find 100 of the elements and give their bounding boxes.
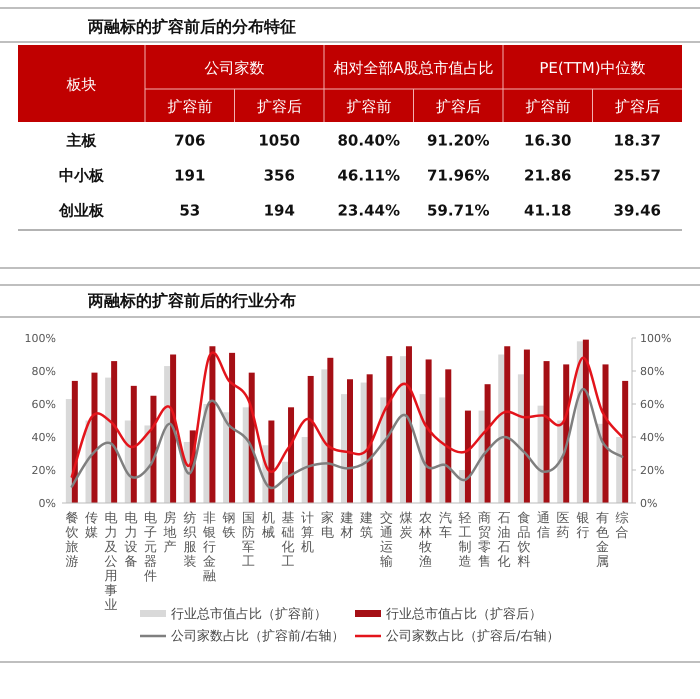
y-tick-label: 80% [32, 365, 56, 378]
text: 板块 [66, 76, 96, 94]
text: 创业板 [58, 202, 105, 220]
y2-tick-label: 80% [640, 365, 664, 378]
x-tick-label: 综合 [616, 511, 629, 540]
y2-tick-label: 20% [640, 464, 664, 477]
bar [616, 437, 622, 503]
y-tick-label: 40% [32, 431, 56, 444]
x-tick-label: 商贸零售 [478, 511, 492, 570]
bar [366, 374, 373, 503]
bar [602, 364, 609, 503]
x-tick-label: 建筑 [359, 511, 374, 540]
text: 16.30 [524, 132, 572, 150]
x-tick-label: 基础化工 [280, 511, 295, 570]
x-tick-label: 轻工制造 [458, 511, 472, 570]
bar [170, 354, 176, 503]
y2-tick-label: 100% [640, 332, 672, 345]
x-tick-label: 非银行金融 [202, 511, 216, 584]
text: 356 [264, 166, 295, 184]
bar [544, 361, 550, 503]
bar [282, 462, 288, 503]
bar [209, 346, 216, 503]
x-tick-label: 纺织服装 [183, 511, 196, 570]
bar [347, 379, 353, 503]
text: 1050 [258, 132, 300, 150]
x-tick-label: 医药 [556, 511, 570, 540]
text: 53 [179, 202, 200, 220]
bar [341, 394, 347, 503]
x-tick-label: 电力及公用事业 [104, 511, 118, 613]
x-tick-label: 交通运输 [380, 510, 393, 570]
text: 扩容后 [256, 98, 302, 116]
x-tick-label: 房地产 [162, 510, 177, 555]
bar [622, 380, 628, 503]
bar [223, 412, 230, 503]
x-tick-label: 电子元器件 [144, 511, 157, 584]
y-tick-label: 20% [32, 464, 56, 477]
x-tick-label: 传媒 [84, 511, 98, 540]
y-tick-label: 0% [38, 497, 56, 510]
line-series [70, 388, 624, 488]
x-tick-label: 计算机 [301, 511, 314, 555]
y-tick-label: 60% [32, 398, 56, 411]
x-tick-label: 国防军工 [242, 511, 256, 570]
text: 25.57 [614, 166, 661, 184]
x-tick-label: 钢铁 [222, 511, 236, 540]
bar [484, 384, 491, 503]
bar [288, 407, 294, 503]
bar [203, 404, 210, 503]
x-tick-label: 家电 [320, 510, 334, 540]
text: 中小板 [59, 166, 105, 184]
text: 23.44% [338, 202, 400, 220]
x-tick-label: 银行 [575, 511, 590, 540]
bar [327, 358, 334, 503]
text: 59.71% [427, 202, 490, 220]
bar [458, 470, 465, 503]
bar [229, 352, 236, 503]
bar [124, 420, 131, 503]
bar [478, 410, 485, 503]
text: 194 [264, 202, 295, 220]
text: 21.86 [524, 166, 572, 184]
legend-label: 公司家数占比（扩容前/右轴） [171, 628, 344, 644]
bar [557, 420, 564, 503]
text: 扩容后 [436, 98, 481, 116]
y2-tick-label: 0% [640, 497, 658, 510]
bar [130, 386, 137, 503]
x-tick-label: 煤炭 [399, 511, 412, 540]
legend-label: 公司家数占比（扩容后/右轴） [386, 628, 560, 644]
x-tick-label: 农林牧渔 [418, 511, 432, 570]
bar [105, 378, 112, 503]
bar [498, 354, 504, 503]
chart-title: 两融标的扩容前后的行业分布 [87, 291, 296, 310]
bar [302, 437, 308, 503]
text: 18.37 [614, 132, 661, 150]
x-tick-label: 有色金属 [596, 511, 610, 570]
bar [91, 372, 98, 503]
text: 191 [174, 166, 206, 184]
bar [360, 382, 367, 503]
bar [582, 340, 589, 503]
text: 91.20% [427, 132, 490, 150]
text: 扩容前 [346, 98, 392, 116]
bar [406, 346, 412, 503]
text: 扩容后 [614, 98, 660, 116]
bar [596, 424, 603, 503]
x-tick-label: 石油石化 [498, 511, 511, 570]
text: 46.11% [338, 166, 400, 184]
bar [400, 356, 406, 503]
text: 扩容前 [525, 98, 570, 116]
text: 两融标的扩容前后的分布特征 [87, 17, 296, 36]
x-tick-label: 汽车 [438, 511, 452, 540]
bar [538, 406, 544, 503]
bar [445, 369, 452, 503]
bar [66, 399, 72, 503]
legend-label: 行业总市值占比（扩容后） [386, 606, 542, 622]
bar [576, 341, 583, 503]
text: 扩容前 [167, 98, 212, 116]
bar [164, 366, 170, 503]
y-tick-label: 100% [24, 332, 56, 345]
bar [524, 350, 530, 503]
bar [386, 356, 392, 503]
x-tick-label: 通信 [537, 511, 550, 540]
text: 39.46 [614, 202, 661, 220]
